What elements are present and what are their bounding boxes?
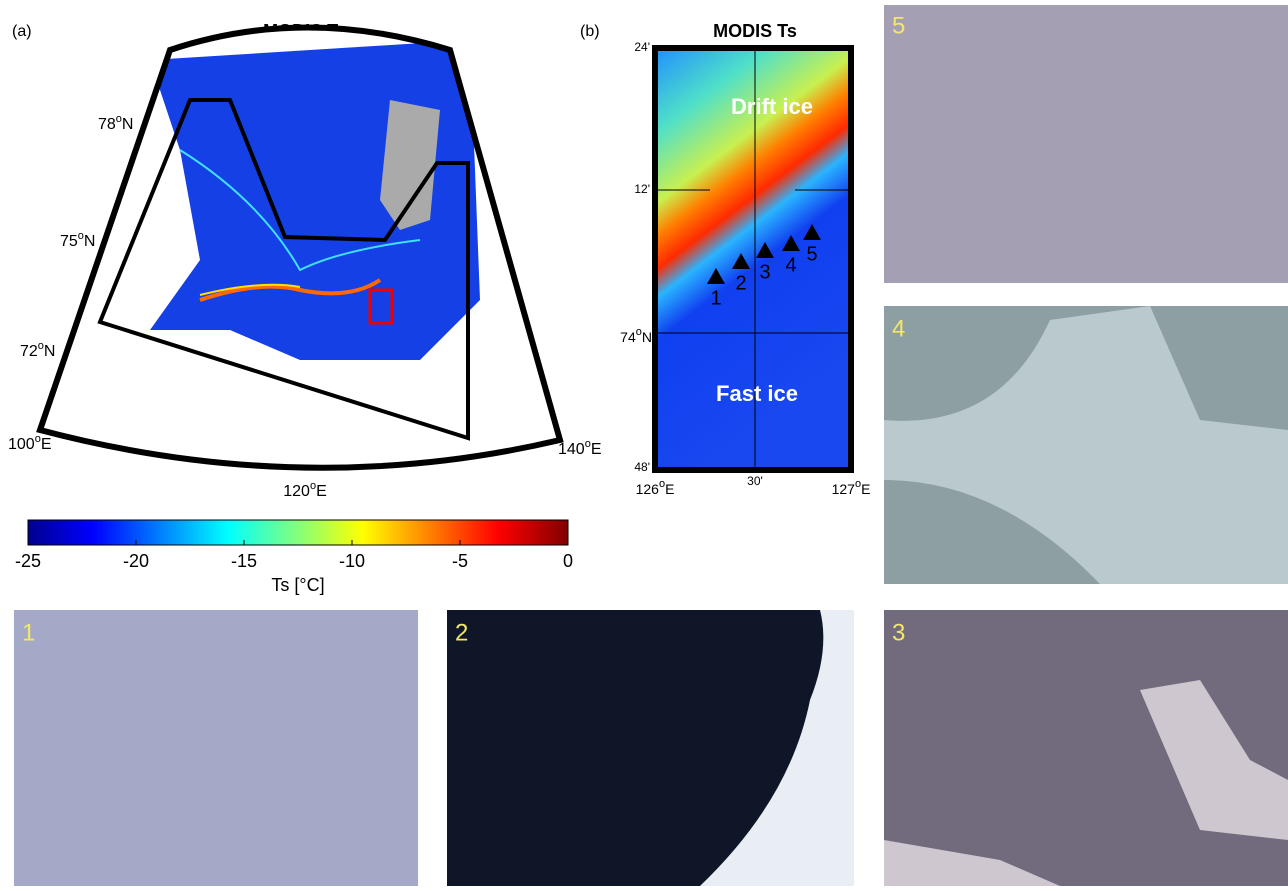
station-marker xyxy=(707,268,725,284)
lat-tick-label: 12' xyxy=(634,182,650,196)
colorbar-label: Ts [°C] xyxy=(271,575,324,595)
degree-mark: o xyxy=(310,480,316,492)
panel-title: MODIS Ts xyxy=(713,21,797,41)
colorbar-tick-label: -5 xyxy=(452,551,468,571)
station-label: 4 xyxy=(785,254,796,276)
zoom-box xyxy=(368,288,394,325)
colorbar-tick-label: 0 xyxy=(563,551,573,571)
photo xyxy=(14,610,418,886)
coord-degrees: 72 xyxy=(20,343,38,360)
coord-hemisphere: E xyxy=(41,436,52,453)
coord-label: 75oN xyxy=(60,230,95,250)
coord-label: 126oE xyxy=(636,478,675,497)
coord-hemisphere: N xyxy=(122,116,134,133)
photo-label: 2 xyxy=(455,619,468,646)
photo-label: 5 xyxy=(892,12,905,39)
photo-label: 3 xyxy=(892,619,905,646)
map-frame xyxy=(36,24,564,471)
map-b xyxy=(652,45,854,473)
coord-label: 72oN xyxy=(20,340,55,360)
region-label: Fast ice xyxy=(716,381,798,406)
degree-mark: o xyxy=(659,478,665,490)
lat-tick-label: 24' xyxy=(634,40,650,54)
degree-mark: o xyxy=(636,326,642,338)
colorbar-tick-label: -20 xyxy=(123,551,149,571)
coord-label: 127oE xyxy=(832,478,871,497)
coord-degrees: 78 xyxy=(98,116,116,133)
degree-mark: o xyxy=(855,478,861,490)
photo-label: 4 xyxy=(892,315,905,342)
lat-tick-label: 48' xyxy=(634,460,650,474)
coord-label: 100oE xyxy=(8,433,52,453)
study-region xyxy=(97,98,470,441)
panel-tag: (a) xyxy=(12,23,32,40)
coord-hemisphere: E xyxy=(316,483,327,500)
photo-label: 1 xyxy=(22,619,35,646)
lon-tick-label: 30' xyxy=(747,474,763,488)
coord-degrees: 75 xyxy=(60,233,78,250)
coord-hemisphere: E xyxy=(665,481,674,497)
degree-mark: o xyxy=(116,113,122,125)
degree-mark: o xyxy=(35,433,41,445)
coord-hemisphere: N xyxy=(642,329,652,345)
coord-degrees: 126 xyxy=(636,481,660,497)
coord-label: 74oN xyxy=(620,326,652,345)
coord-degrees: 127 xyxy=(832,481,856,497)
colorbar-tick-label: -25 xyxy=(15,551,41,571)
photo xyxy=(884,5,1288,283)
colorbar-ticks: -25 -20 -15 -10 -5 0 xyxy=(15,540,573,571)
degree-mark: o xyxy=(38,340,44,352)
region-label: Drift ice xyxy=(731,94,813,119)
photos xyxy=(14,5,1288,886)
map-a xyxy=(40,27,560,468)
station-marker xyxy=(732,253,750,269)
coord-label: 140oE xyxy=(558,438,602,458)
degree-mark: o xyxy=(585,438,591,450)
colorbar xyxy=(27,519,569,546)
station-marker xyxy=(782,235,800,251)
panel-tag: (b) xyxy=(580,23,600,40)
coord-label: 120oE xyxy=(283,480,327,500)
coord-degrees: 140 xyxy=(558,441,585,458)
coord-hemisphere: E xyxy=(591,441,602,458)
coord-label: 78oN xyxy=(98,113,133,133)
coord-degrees: 100 xyxy=(8,436,35,453)
colorbar-tick-label: -15 xyxy=(231,551,257,571)
coord-hemisphere: E xyxy=(861,481,870,497)
station-label: 3 xyxy=(759,261,770,283)
station-marker xyxy=(756,242,774,258)
colorbar-tick-label: -10 xyxy=(339,551,365,571)
degree-mark: o xyxy=(78,230,84,242)
coord-degrees: 74 xyxy=(620,329,636,345)
coord-hemisphere: N xyxy=(44,343,56,360)
coord-hemisphere: N xyxy=(84,233,96,250)
station-label: 1 xyxy=(710,287,721,309)
station-marker xyxy=(803,224,821,240)
coord-degrees: 120 xyxy=(283,483,310,500)
station-label: 2 xyxy=(735,272,746,294)
station-label: 5 xyxy=(806,243,817,265)
